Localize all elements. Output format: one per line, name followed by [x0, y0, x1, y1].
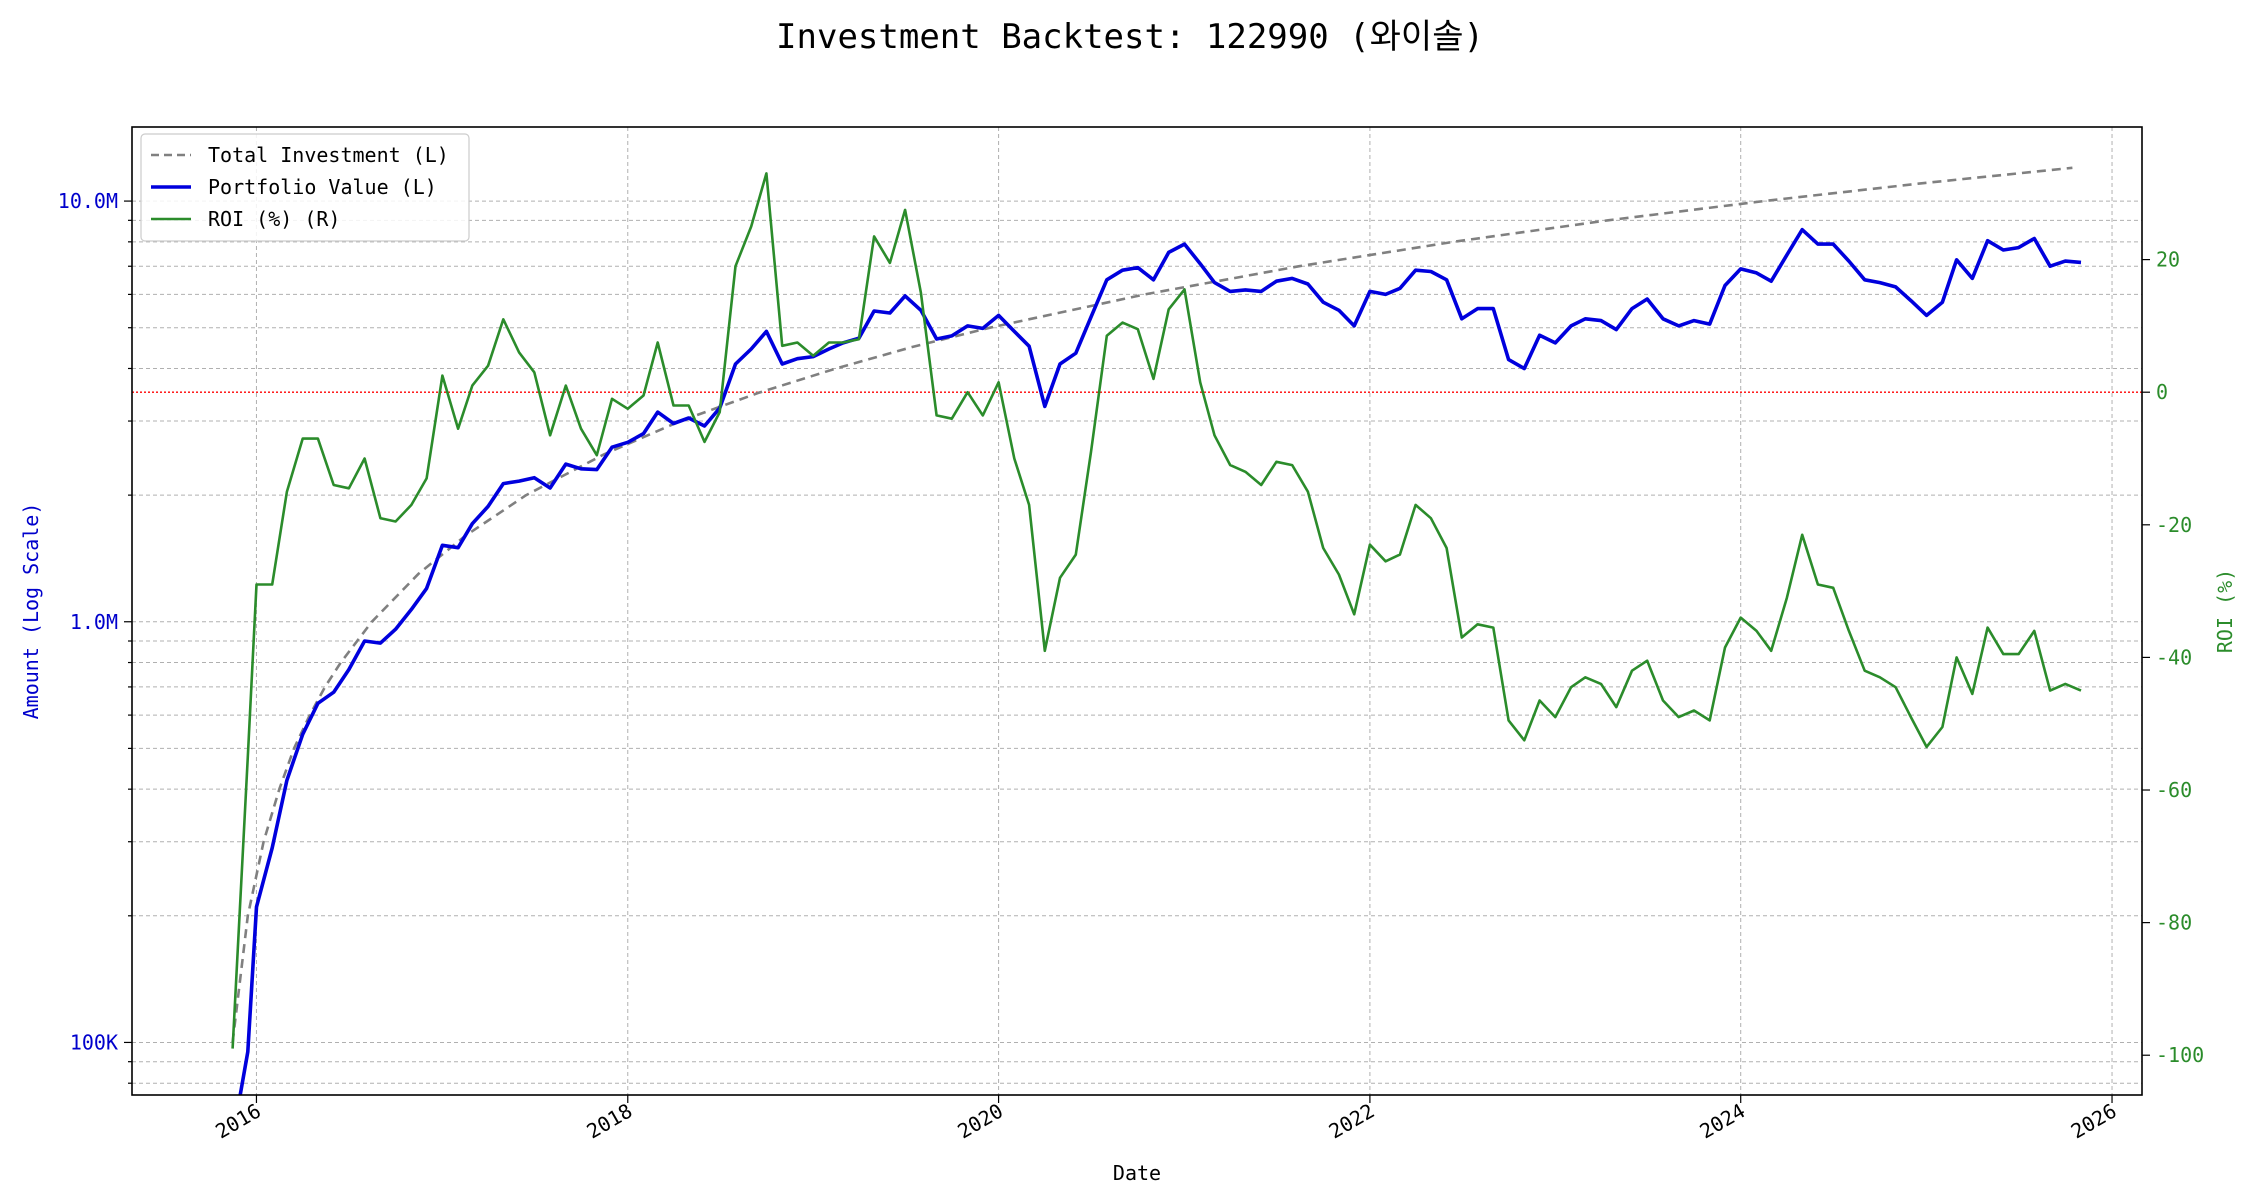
legend: Total Investment (L) Portfolio Value (L) R…: [140, 133, 470, 242]
y-left-tick-label: 10.0M: [58, 189, 118, 213]
y-right-tick-label: -60: [2156, 778, 2192, 802]
y-left-tick-label: 1.0M: [70, 610, 118, 634]
plot-frame: [131, 126, 2143, 1096]
y-right-tick-label: -20: [2156, 513, 2192, 537]
y-left-tick-label: 100K: [70, 1030, 118, 1054]
y-right-tick-label: -40: [2156, 645, 2192, 669]
y-right-axis-label: ROI (%): [2213, 569, 2237, 653]
chart-title: Investment Backtest: 122990 (와이솔): [776, 17, 1484, 57]
y-left-axis-label: Amount (Log Scale): [19, 503, 43, 720]
y-right-tick-label: -80: [2156, 911, 2192, 935]
legend-label: Portfolio Value (L): [208, 175, 437, 199]
series-layer: [231, 166, 2082, 1096]
y-right-tick-label: 0: [2156, 380, 2168, 404]
y-right-tick-label: -100: [2156, 1043, 2204, 1067]
legend-label: ROI (%) (R): [208, 207, 340, 231]
legend-box: [140, 133, 470, 242]
grid-layer: [132, 127, 2142, 1095]
roi-line: [231, 172, 2082, 1049]
portfolio-value-line: [238, 227, 2082, 1096]
total-investment-line: [231, 166, 2073, 1043]
x-axis-label: Date: [1113, 1161, 1161, 1185]
y-right-tick-label: 20: [2156, 248, 2180, 272]
legend-label: Total Investment (L): [208, 143, 449, 167]
